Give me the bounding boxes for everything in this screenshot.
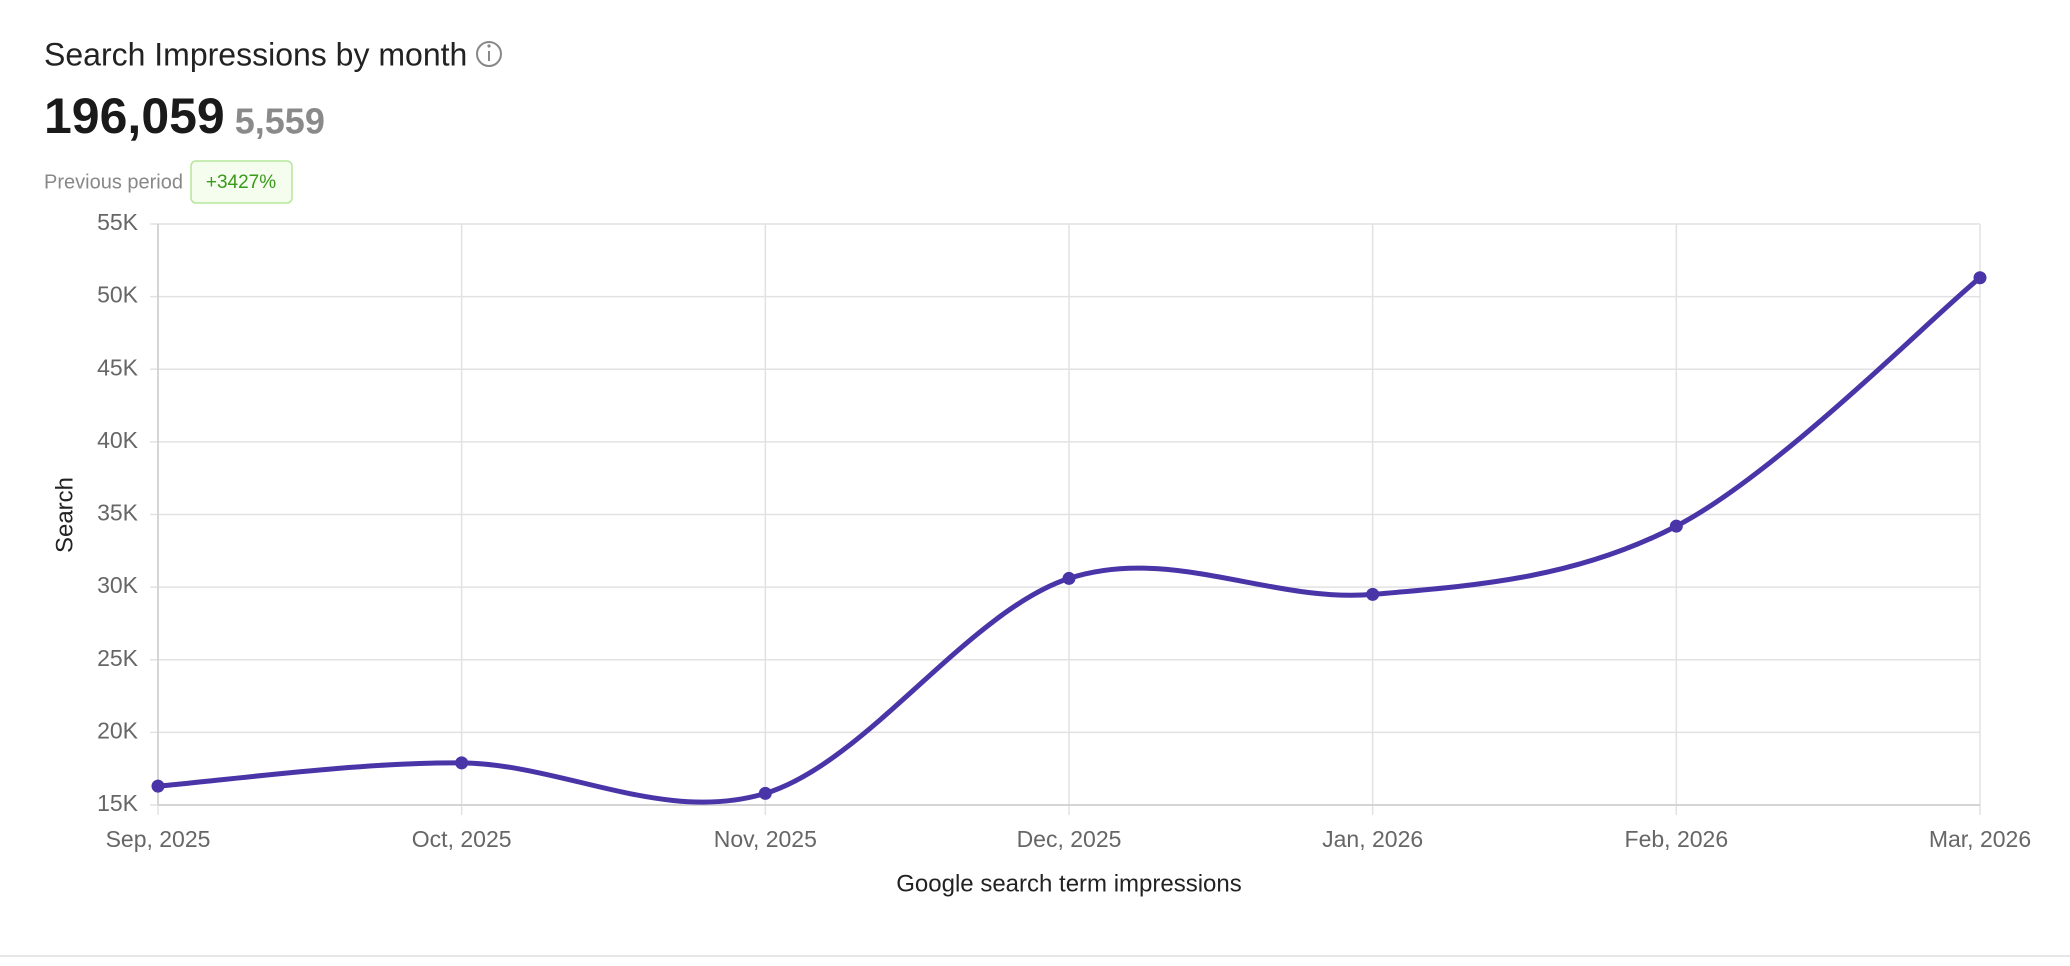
x-tick-label: Oct, 2025 <box>412 826 512 852</box>
point <box>1366 587 1380 601</box>
info-icon[interactable] <box>476 41 502 67</box>
x-axis-title: Google search term impressions <box>896 870 1241 897</box>
y-tick-label: 20K <box>97 717 139 743</box>
previous-label: Previous period <box>44 171 183 193</box>
y-axis-title: Search <box>51 477 78 553</box>
point <box>1669 519 1683 533</box>
x-tick-label: Feb, 2026 <box>1625 826 1729 852</box>
x-tick-label: Sep, 2025 <box>106 826 211 852</box>
y-tick-label: 35K <box>97 500 139 526</box>
y-tick-label: 50K <box>97 282 139 308</box>
point <box>1973 271 1987 285</box>
x-tick-label: Mar, 2026 <box>1929 826 2031 852</box>
previous-total: 5,559 <box>235 101 325 142</box>
x-tick-label: Nov, 2025 <box>714 826 817 852</box>
y-tick-label: 40K <box>97 427 139 453</box>
x-tick-label: Dec, 2025 <box>1017 826 1122 852</box>
y-tick-label: 15K <box>97 790 139 816</box>
change-value: +3427% <box>206 172 276 193</box>
point <box>1062 571 1076 585</box>
y-tick-label: 55K <box>97 209 139 235</box>
y-tick-label: 45K <box>97 354 139 380</box>
point <box>455 756 469 770</box>
total-value: 196,059 <box>44 88 225 144</box>
card-title: Search Impressions by month <box>44 36 467 72</box>
point <box>758 786 772 800</box>
y-tick-label: 30K <box>97 572 139 598</box>
x-tick-label: Jan, 2026 <box>1322 826 1423 852</box>
change-badge <box>190 160 293 204</box>
y-tick-label: 25K <box>97 645 139 671</box>
point <box>151 779 165 793</box>
